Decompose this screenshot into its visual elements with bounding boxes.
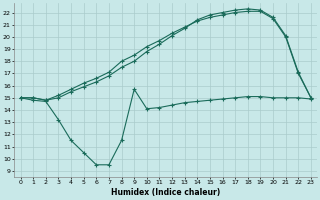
X-axis label: Humidex (Indice chaleur): Humidex (Indice chaleur)	[111, 188, 220, 197]
